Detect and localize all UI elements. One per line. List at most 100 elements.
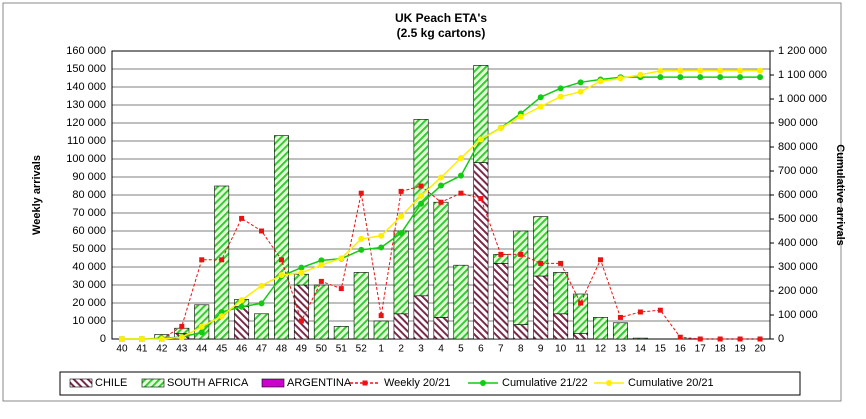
y-tick-label: 20 000 (72, 297, 106, 309)
x-tick-label: 20 (754, 344, 766, 355)
y2-tick-label: 800 000 (778, 141, 818, 153)
marker (637, 309, 643, 315)
marker (338, 286, 344, 292)
bar (433, 317, 449, 340)
marker (657, 307, 663, 313)
marker (238, 297, 245, 304)
marker (677, 334, 683, 340)
bar (413, 119, 429, 297)
bar (393, 313, 409, 340)
marker (179, 323, 185, 329)
marker (298, 318, 304, 324)
marker (557, 93, 564, 100)
x-tick-label: 43 (176, 344, 188, 355)
marker (498, 251, 504, 257)
x-tick-label: 13 (615, 344, 627, 355)
chart-subtitle: (2.5 kg cartons) (397, 26, 486, 40)
marker (178, 334, 185, 341)
bar (493, 263, 509, 340)
x-tick-label: 1 (378, 344, 384, 355)
marker (557, 85, 564, 92)
x-tick-label: 40 (116, 344, 128, 355)
bar (453, 264, 469, 340)
x-tick-label: 50 (316, 344, 328, 355)
marker (477, 136, 484, 143)
bar (313, 284, 329, 340)
x-tick-label: 17 (695, 344, 707, 355)
x-tick-label: 14 (635, 344, 647, 355)
marker (398, 188, 404, 194)
y2-tick-label: 100 000 (778, 309, 818, 321)
x-tick-label: 48 (276, 344, 288, 355)
marker (318, 278, 324, 284)
marker (298, 269, 305, 276)
y2-tick-label: 300 000 (778, 261, 818, 273)
bar (632, 337, 648, 340)
marker (637, 71, 644, 78)
bar (473, 65, 489, 163)
bar (254, 313, 270, 340)
marker (199, 257, 205, 263)
marker (757, 67, 764, 74)
x-tick-label: 12 (595, 344, 607, 355)
bar (293, 273, 309, 286)
marker (517, 113, 524, 120)
x-tick-label: 19 (735, 344, 747, 355)
bar (413, 295, 429, 340)
bar (433, 201, 449, 318)
bar (533, 216, 549, 277)
legend-marker (480, 380, 486, 386)
x-tick-label: 11 (575, 344, 586, 355)
bar (593, 317, 608, 340)
marker (717, 336, 723, 342)
marker (418, 192, 425, 199)
bar (393, 230, 409, 315)
marker (318, 257, 325, 264)
marker (737, 67, 744, 74)
marker (617, 75, 624, 82)
marker (577, 88, 584, 95)
y-tick-label: 120 000 (66, 117, 106, 129)
y-tick-label: 140 000 (66, 81, 106, 93)
marker (537, 94, 544, 101)
legend-label: CHILE (95, 377, 127, 389)
marker (697, 74, 704, 81)
marker (577, 79, 584, 86)
chart-title: UK Peach ETA's (395, 11, 487, 25)
marker (218, 309, 225, 315)
marker (378, 244, 385, 251)
marker (438, 174, 444, 181)
bar (473, 162, 489, 340)
legend-label: ARGENTINA (287, 377, 352, 389)
x-tick-label: 44 (196, 344, 208, 355)
marker (318, 262, 325, 269)
y2-tick-label: 700 000 (778, 165, 818, 177)
bar (333, 326, 349, 340)
marker (418, 200, 425, 207)
legend-label: Cumulative 20/21 (628, 377, 714, 389)
bar (513, 230, 529, 325)
marker (138, 336, 145, 342)
marker (497, 125, 504, 132)
marker (537, 103, 544, 110)
marker (418, 183, 424, 189)
marker (717, 74, 724, 81)
legend-swatch (69, 378, 93, 388)
marker (438, 182, 444, 189)
marker (219, 257, 225, 263)
x-tick-label: 15 (655, 344, 667, 355)
marker (278, 272, 285, 279)
marker (657, 74, 664, 81)
legend-swatch (141, 378, 165, 388)
bar (573, 293, 589, 334)
marker (158, 336, 165, 342)
y2-tick-label: 0 (778, 333, 784, 345)
y-tick-label: 150 000 (66, 63, 106, 75)
marker (478, 196, 484, 202)
marker (358, 235, 365, 242)
marker (118, 336, 125, 342)
y-tick-label: 110 000 (67, 135, 106, 147)
legend-swatch (261, 378, 285, 388)
y-tick-label: 70 000 (72, 207, 106, 219)
